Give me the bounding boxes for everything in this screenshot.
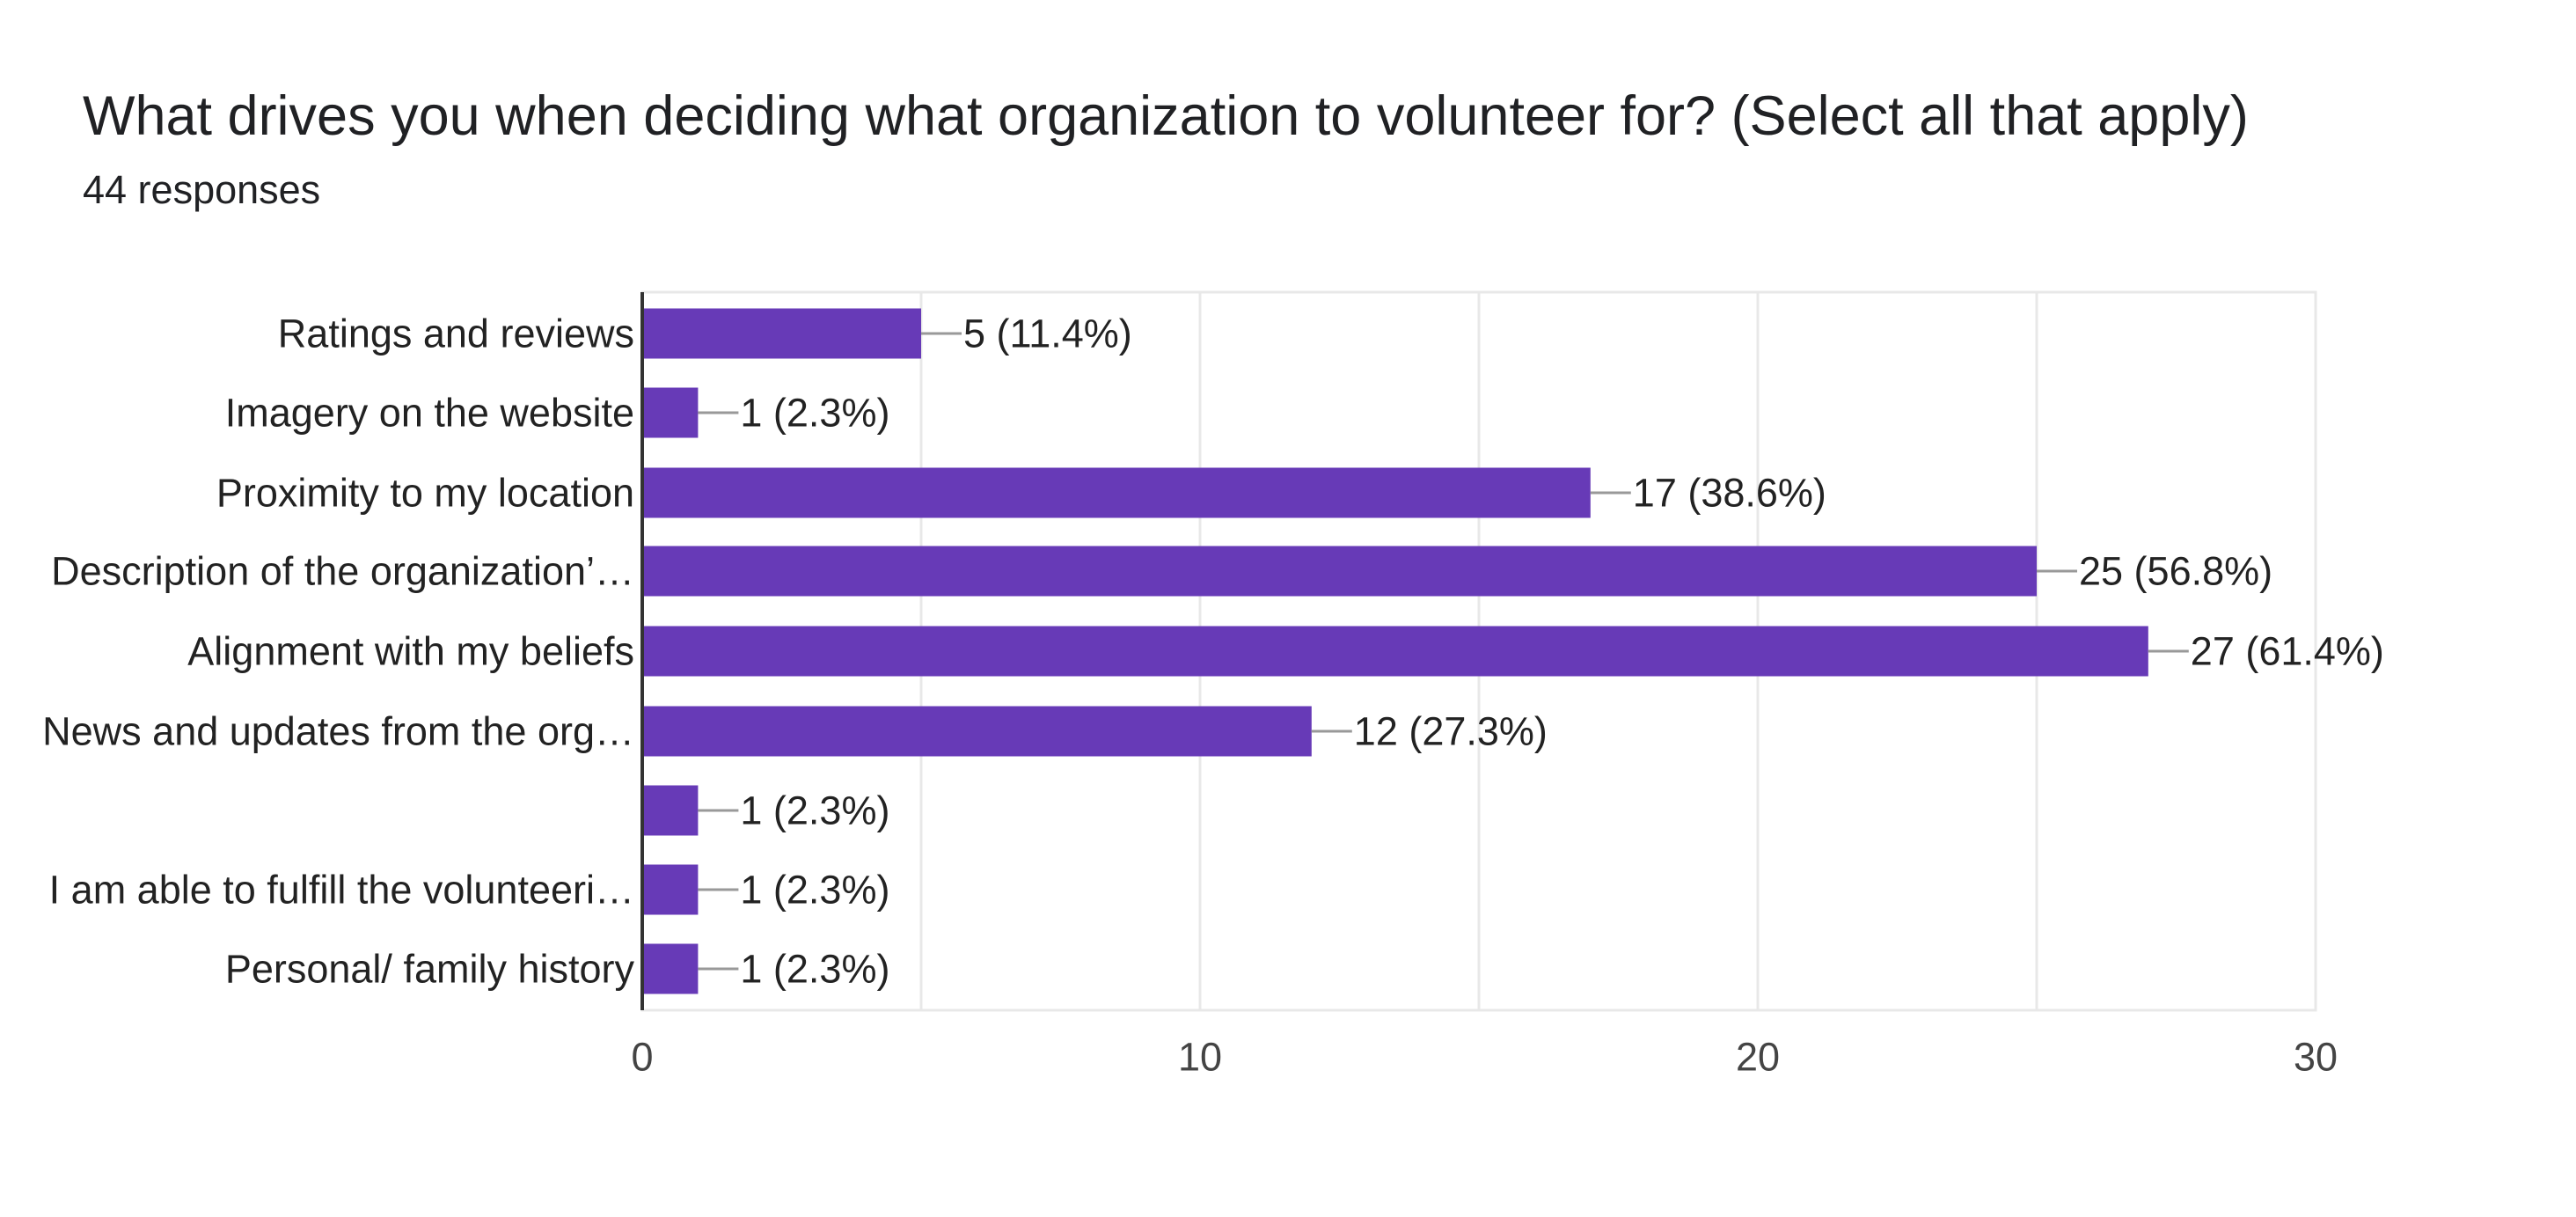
value-label: 1 (2.3%): [740, 868, 889, 913]
value-label: 27 (61.4%): [2191, 629, 2384, 674]
bar-layer: [642, 308, 2189, 994]
bar: [642, 706, 1312, 757]
bar: [642, 546, 2037, 597]
value-label: 17 (38.6%): [1633, 471, 1826, 516]
value-label: 12 (27.3%): [1354, 709, 1548, 754]
category-label: Proximity to my location: [216, 471, 634, 516]
value-label: 1 (2.3%): [740, 391, 889, 436]
value-label: 25 (56.8%): [2079, 549, 2272, 594]
value-label: 1 (2.3%): [740, 947, 889, 992]
category-label: Alignment with my beliefs: [187, 629, 634, 674]
x-tick-label: 30: [2294, 1035, 2338, 1080]
bar: [642, 308, 921, 359]
value-label: 1 (2.3%): [740, 788, 889, 833]
chart-title: What drives you when deciding what organ…: [83, 85, 2249, 147]
category-label: Ratings and reviews: [278, 312, 634, 356]
value-label: 5 (11.4%): [963, 312, 1132, 356]
bar: [642, 626, 2148, 677]
category-label: Personal/ family history: [225, 947, 635, 992]
label-layer: 5 (11.4%) Ratings and reviews 1 (2.3%) Imag…: [42, 312, 2384, 1080]
category-label: I am able to fulfill the volunteeri…: [49, 868, 634, 913]
x-tick-label: 10: [1178, 1035, 1222, 1080]
bar: [642, 864, 699, 915]
bar: [642, 467, 1591, 518]
response-count: 44 responses: [83, 167, 321, 212]
bar: [642, 785, 699, 836]
x-tick-label: 0: [631, 1035, 653, 1080]
x-tick-label: 20: [1736, 1035, 1780, 1080]
bar: [642, 943, 699, 994]
category-label: Description of the organization’…: [51, 549, 634, 594]
category-label: Imagery on the website: [225, 391, 634, 436]
category-label: News and updates from the org…: [42, 709, 634, 754]
bar: [642, 387, 699, 438]
